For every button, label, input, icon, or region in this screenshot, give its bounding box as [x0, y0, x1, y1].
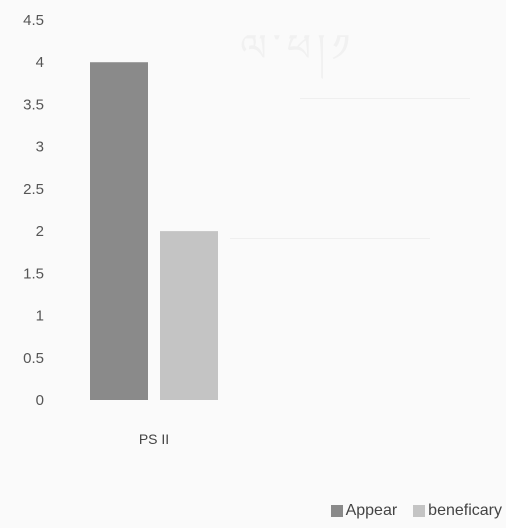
y-tick-label: 3.5	[23, 96, 44, 113]
show-through-line	[230, 238, 430, 239]
legend-label-appear: Appear	[345, 502, 398, 519]
category-label: PS II	[139, 431, 169, 447]
legend-item-appear: Appear	[330, 502, 398, 520]
y-tick-label: 4	[36, 54, 44, 71]
show-through-line	[300, 98, 470, 99]
y-tick-label: 1	[36, 308, 44, 325]
y-tick-label: 4.5	[23, 12, 44, 29]
y-tick-label: 1.5	[23, 265, 44, 282]
legend-item-beneficary: beneficary	[413, 502, 502, 520]
y-tick-label: 2	[36, 223, 44, 240]
y-tick-label: 3	[36, 139, 44, 156]
bar-beneficary	[160, 231, 218, 400]
bar-appear	[90, 62, 148, 400]
y-tick-label: 0	[36, 392, 44, 409]
legend-swatch-appear	[330, 505, 343, 517]
legend: Appear beneficary	[330, 502, 502, 520]
legend-swatch-beneficary	[413, 505, 426, 517]
legend-label-beneficary: beneficary	[428, 502, 502, 519]
bar-chart: 0 0.5 1 1.5 2 2.5 3 3.5 4 4.5 PS II	[23, 12, 218, 447]
show-through-text: ལ་ཕ།༡	[240, 26, 356, 70]
y-tick-label: 0.5	[23, 350, 44, 367]
y-tick-label: 2.5	[23, 181, 44, 198]
